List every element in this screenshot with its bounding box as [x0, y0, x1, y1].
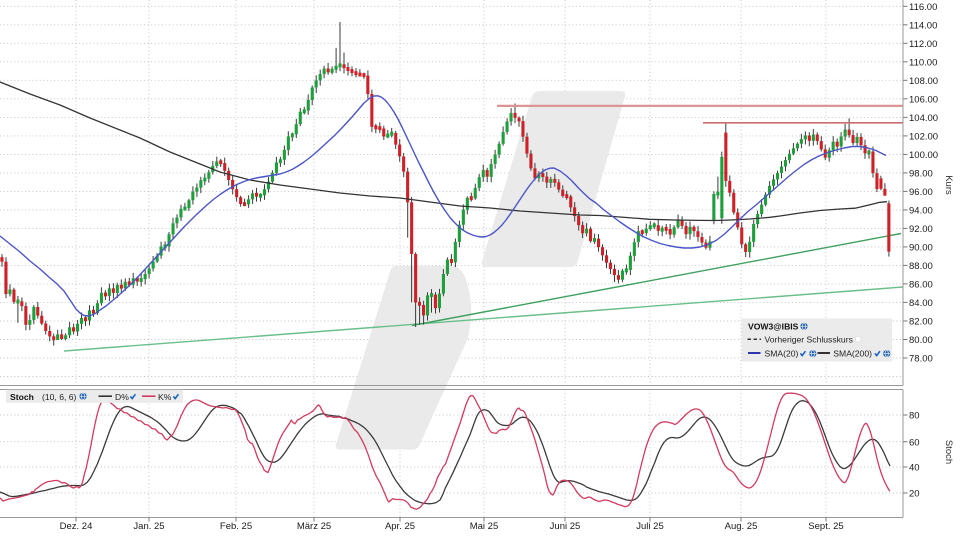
svg-text:98.00: 98.00	[909, 169, 933, 180]
svg-text:88.00: 88.00	[909, 261, 933, 272]
svg-text:78.00: 78.00	[909, 354, 933, 365]
svg-text:Feb. 25: Feb. 25	[220, 521, 252, 532]
svg-text:D%: D%	[115, 392, 129, 402]
svg-text:80.00: 80.00	[909, 335, 933, 346]
svg-text:Apr. 25: Apr. 25	[385, 521, 415, 532]
svg-text:Jan. 25: Jan. 25	[133, 521, 164, 532]
svg-text:114.00: 114.00	[909, 20, 937, 31]
svg-text:SMA(200): SMA(200)	[833, 349, 872, 359]
svg-text:86.00: 86.00	[909, 280, 933, 291]
svg-text:108.00: 108.00	[909, 76, 938, 87]
svg-text:96.00: 96.00	[909, 187, 933, 198]
svg-text:60: 60	[909, 437, 920, 448]
svg-text:102.00: 102.00	[909, 132, 938, 143]
svg-text:März 25: März 25	[297, 521, 331, 532]
svg-text:Juni 25: Juni 25	[550, 521, 581, 532]
svg-text:K%: K%	[158, 392, 172, 402]
svg-text:92.00: 92.00	[909, 224, 933, 235]
svg-text:84.00: 84.00	[909, 298, 933, 309]
svg-text:112.00: 112.00	[909, 39, 937, 50]
svg-text:Sept. 25: Sept. 25	[808, 521, 843, 532]
svg-text:110.00: 110.00	[909, 57, 937, 68]
svg-text:Kurs: Kurs	[943, 175, 954, 195]
svg-text:100.00: 100.00	[909, 150, 938, 161]
svg-text:Dez. 24: Dez. 24	[60, 521, 93, 532]
svg-text:Juli 25: Juli 25	[636, 521, 663, 532]
svg-text:Aug. 25: Aug. 25	[725, 521, 758, 532]
svg-text:80: 80	[909, 411, 920, 422]
svg-text:SMA(20): SMA(20)	[765, 349, 799, 359]
svg-text:94.00: 94.00	[909, 206, 933, 217]
svg-text:116.00: 116.00	[909, 2, 937, 13]
svg-text:VOW3@IBIS: VOW3@IBIS	[748, 321, 799, 331]
svg-text:104.00: 104.00	[909, 113, 938, 124]
svg-text:Vorheriger Schlusskurs: Vorheriger Schlusskurs	[765, 335, 853, 345]
svg-text:Stoch: Stoch	[943, 440, 954, 464]
svg-text:(10, 6, 6): (10, 6, 6)	[42, 392, 77, 402]
svg-text:Mai 25: Mai 25	[470, 521, 499, 532]
svg-text:82.00: 82.00	[909, 317, 933, 328]
svg-text:20: 20	[909, 489, 920, 500]
svg-text:106.00: 106.00	[909, 94, 938, 105]
svg-text:90.00: 90.00	[909, 243, 933, 254]
svg-text:Stoch: Stoch	[10, 392, 34, 402]
svg-text:40: 40	[909, 463, 920, 474]
